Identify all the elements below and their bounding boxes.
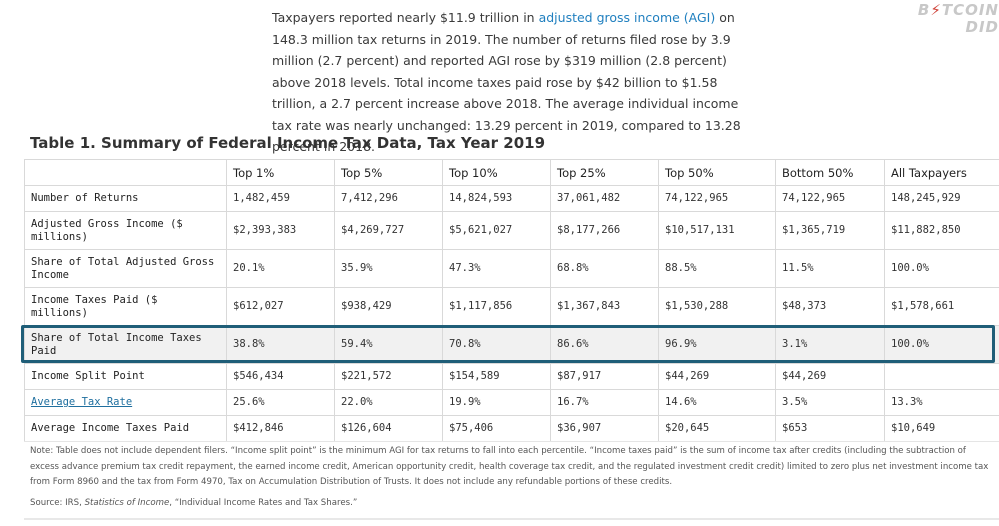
table-cell: 35.9% [334, 249, 443, 288]
table-cell: $44,269 [775, 363, 885, 390]
table-row: Income Split Point $546,434 $221,572 $15… [24, 363, 999, 390]
table-note: Note: Table does not include dependent f… [30, 446, 989, 487]
table-cell: 38.8% [226, 325, 335, 364]
table-cell: $1,365,719 [775, 211, 885, 250]
table-cell: $48,373 [775, 287, 885, 326]
header-top-50: Top 50% [658, 159, 776, 186]
table-row: Average Tax Rate 25.6% 22.0% 19.9% 16.7%… [24, 389, 999, 416]
tax-summary-table: Top 1% Top 5% Top 10% Top 25% Top 50% Bo… [24, 159, 999, 442]
table-cell: $1,530,288 [658, 287, 776, 326]
table-row: Adjusted Gross Income ($ millions) $2,39… [24, 211, 999, 250]
table-header-row: Top 1% Top 5% Top 10% Top 25% Top 50% Bo… [24, 159, 999, 186]
row-label: Average Income Taxes Paid [24, 415, 227, 442]
table-cell: 86.6% [550, 325, 659, 364]
table-cell: $36,907 [550, 415, 659, 442]
table-title: Table 1. Summary of Federal Income Tax D… [30, 134, 546, 152]
table-cell: $221,572 [334, 363, 443, 390]
bitcoin-did-logo: B⚡TCOIN DID [917, 1, 999, 36]
table-cell: $4,269,727 [334, 211, 443, 250]
table-cell: 3.1% [775, 325, 885, 364]
table-cell: $2,393,383 [226, 211, 335, 250]
table-cell: 1,482,459 [226, 185, 335, 212]
table-cell: 20.1% [226, 249, 335, 288]
table-source: Source: IRS, Statistics of Income, “Indi… [30, 498, 358, 508]
table-cell: $653 [775, 415, 885, 442]
table-cell: $10,517,131 [658, 211, 776, 250]
row-label: Share of Total Adjusted Gross Income [24, 249, 227, 288]
table-cell: 100.0% [884, 249, 999, 288]
intro-text-end: on 148.3 million tax returns in 2019. Th… [272, 10, 741, 154]
table-cell: $1,117,856 [442, 287, 551, 326]
table-cell: $1,578,661 [884, 287, 999, 326]
intro-paragraph: Taxpayers reported nearly $11.9 trillion… [272, 7, 762, 158]
table-cell: 3.5% [775, 389, 885, 416]
row-label: Share of Total Income Taxes Paid [24, 325, 227, 364]
table-cell: 11.5% [775, 249, 885, 288]
bolt-icon: ⚡ [930, 1, 942, 19]
table-cell: $8,177,266 [550, 211, 659, 250]
table-cell: 7,412,296 [334, 185, 443, 212]
row-label: Income Taxes Paid ($ millions) [24, 287, 227, 326]
header-top-10: Top 10% [442, 159, 551, 186]
agi-link[interactable]: adjusted gross income (AGI) [538, 10, 716, 25]
table-cell: 19.9% [442, 389, 551, 416]
header-top-5: Top 5% [334, 159, 443, 186]
table-cell: 16.7% [550, 389, 659, 416]
table-cell: 70.8% [442, 325, 551, 364]
table-cell: $20,645 [658, 415, 776, 442]
row-label: Adjusted Gross Income ($ millions) [24, 211, 227, 250]
header-all-taxpayers: All Taxpayers [884, 159, 999, 186]
header-top-1: Top 1% [226, 159, 335, 186]
table-cell: 59.4% [334, 325, 443, 364]
table-cell: 74,122,965 [775, 185, 885, 212]
table-row: Share of Total Adjusted Gross Income 20.… [24, 249, 999, 288]
intro-text-start: Taxpayers reported nearly $11.9 trillion… [272, 10, 539, 25]
table-cell: $612,027 [226, 287, 335, 326]
table-cell: $75,406 [442, 415, 551, 442]
table-row: Income Taxes Paid ($ millions) $612,027 … [24, 287, 999, 326]
table-cell: 88.5% [658, 249, 776, 288]
table-cell: 22.0% [334, 389, 443, 416]
table-cell: $126,604 [334, 415, 443, 442]
table-cell: 96.9% [658, 325, 776, 364]
table-cell: 13.3% [884, 389, 999, 416]
table-cell: 47.3% [442, 249, 551, 288]
table-cell: 14.6% [658, 389, 776, 416]
table-cell: $44,269 [658, 363, 776, 390]
table-cell: $154,589 [442, 363, 551, 390]
table-row: Average Income Taxes Paid $412,846 $126,… [24, 415, 999, 442]
row-label: Income Split Point [24, 363, 227, 390]
header-bottom-50: Bottom 50% [775, 159, 885, 186]
table-cell: 100.0% [884, 325, 999, 364]
row-label: Number of Returns [24, 185, 227, 212]
bottom-divider [24, 518, 999, 520]
table-cell: $5,621,027 [442, 211, 551, 250]
table-cell: 148,245,929 [884, 185, 999, 212]
table-cell: $11,882,850 [884, 211, 999, 250]
header-top-25: Top 25% [550, 159, 659, 186]
table-cell [884, 363, 999, 390]
header-empty [24, 159, 227, 186]
table-cell: 14,824,593 [442, 185, 551, 212]
row-label: Average Tax Rate [24, 389, 227, 416]
table-cell: $546,434 [226, 363, 335, 390]
note-divider [24, 441, 999, 442]
table-cell: 37,061,482 [550, 185, 659, 212]
table-cell: 68.8% [550, 249, 659, 288]
table-cell: 25.6% [226, 389, 335, 416]
table-cell: $938,429 [334, 287, 443, 326]
table-cell: $87,917 [550, 363, 659, 390]
table-cell: 74,122,965 [658, 185, 776, 212]
table-cell: $412,846 [226, 415, 335, 442]
highlighted-table-row: Share of Total Income Taxes Paid 38.8% 5… [24, 325, 999, 364]
table-cell: $10,649 [884, 415, 999, 442]
table-row: Number of Returns 1,482,459 7,412,296 14… [24, 185, 999, 212]
table-cell: $1,367,843 [550, 287, 659, 326]
average-tax-rate-link[interactable]: Average Tax Rate [31, 396, 133, 408]
